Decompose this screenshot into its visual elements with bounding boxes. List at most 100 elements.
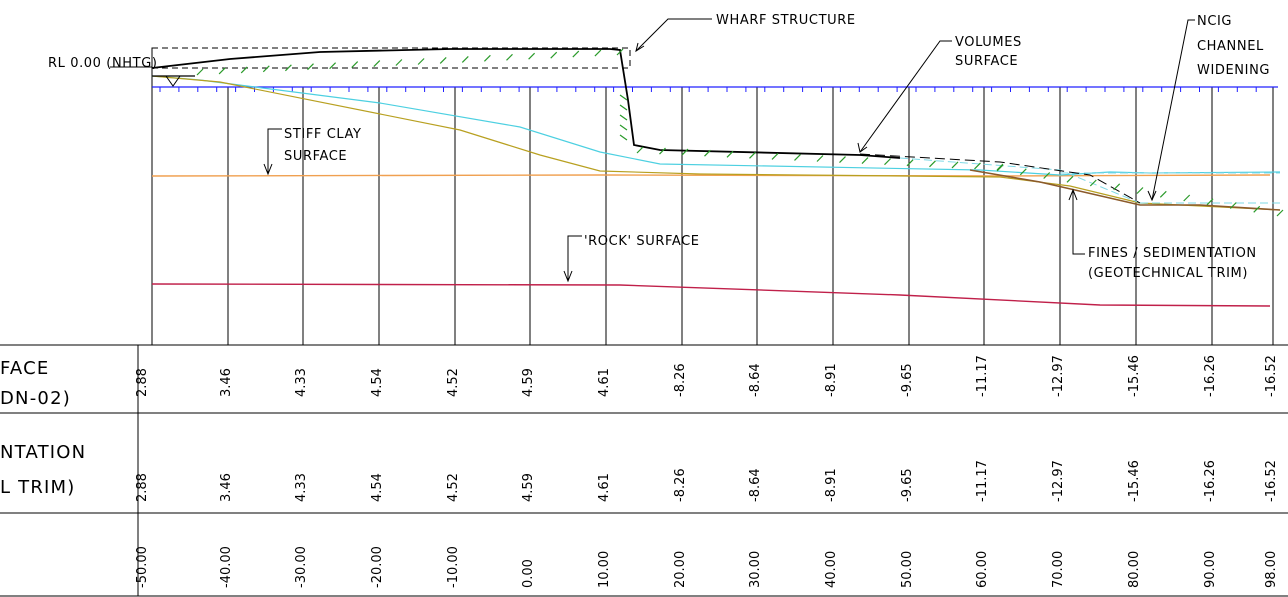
chainage-value: -10.00 <box>446 546 461 588</box>
hatch-mark <box>1276 209 1284 217</box>
hatch-mark <box>1136 187 1144 194</box>
hatch-mark <box>240 66 248 74</box>
hatch-mark <box>619 114 628 121</box>
hatch-mark <box>351 61 359 69</box>
hatch-mark <box>262 65 270 73</box>
chainage-value: 50.00 <box>900 551 915 588</box>
hatch-mark <box>461 55 469 63</box>
hatch-mark <box>929 160 936 168</box>
hatch-mark <box>1206 198 1214 206</box>
hatch-mark <box>1253 205 1261 213</box>
sedimentation-level-value: 4.52 <box>446 473 461 502</box>
hatch-mark <box>749 151 756 159</box>
hatch-mark <box>284 64 292 72</box>
hatch-mark <box>884 158 891 166</box>
chainage-value: -20.00 <box>370 546 385 588</box>
chainage-value: 60.00 <box>975 551 990 588</box>
hatch-mark <box>974 162 981 170</box>
volumes-surface-label-1: VOLUMES <box>955 35 1022 50</box>
hatch-mark <box>1019 168 1027 176</box>
surface-level-value: 4.54 <box>370 368 385 397</box>
hatch-mark <box>594 49 602 57</box>
hatch-mark <box>619 124 628 131</box>
water-level-symbol <box>165 75 181 87</box>
chainage-value: 20.00 <box>673 551 688 588</box>
surface-level-value: 4.61 <box>597 368 612 397</box>
olive-surface-line <box>151 75 1281 211</box>
surface-level-value: 4.52 <box>446 368 461 397</box>
hatch-mark <box>726 150 734 158</box>
hatch-mark <box>196 68 204 76</box>
hatch-mark <box>373 60 381 68</box>
hatch-mark <box>439 56 447 64</box>
sedimentation-level-value: -8.64 <box>748 468 763 502</box>
hatch-mark <box>616 48 624 56</box>
chainage-value: 70.00 <box>1051 551 1066 588</box>
ncig-label-2: CHANNEL <box>1197 39 1264 54</box>
wharf-structure-label: WHARF STRUCTURE <box>716 13 856 28</box>
chainage-value: 10.00 <box>597 551 612 588</box>
chainage-value: 30.00 <box>748 551 763 588</box>
hatch-mark <box>1089 179 1097 187</box>
row2-label-line2: L TRIM) <box>0 477 76 498</box>
hatch-mark <box>307 63 314 71</box>
volumes-surface-label-2: SURFACE <box>955 54 1018 69</box>
sedimentation-level-value: -9.65 <box>900 468 915 502</box>
hatch-mark <box>1183 194 1191 202</box>
sedimentation-level-value: 3.46 <box>219 473 234 502</box>
surface-level-value: 4.33 <box>294 368 309 397</box>
surface-level-value: -8.26 <box>673 363 688 397</box>
sedimentation-level-value: 4.61 <box>597 473 612 502</box>
fines-label-1: FINES / SEDIMENTATION <box>1088 246 1257 261</box>
hatch-mark <box>506 53 513 61</box>
chainage-value: 90.00 <box>1203 551 1218 588</box>
surface-level-value: -8.64 <box>748 363 763 397</box>
data-table-grid <box>0 344 1288 597</box>
hatch-mark <box>550 51 558 59</box>
hatch-mark <box>417 58 425 65</box>
hatch-mark <box>681 148 689 156</box>
hatch-mark <box>704 149 711 157</box>
hatch-mark <box>619 134 628 141</box>
hatch-mark <box>619 104 628 111</box>
surface-hatching <box>196 48 1284 217</box>
surface-level-value: 4.59 <box>521 368 536 397</box>
hatch-mark <box>996 163 1004 171</box>
chainage-value: 98.00 <box>1264 551 1279 588</box>
sedimentation-level-value: -8.91 <box>824 468 839 502</box>
hatch-mark <box>839 156 846 164</box>
sedimentation-level-value: 2.88 <box>135 473 150 502</box>
sedimentation-level-value: 4.54 <box>370 473 385 502</box>
hatch-mark <box>659 147 666 155</box>
ncig-channel-dashed-line <box>899 157 1280 204</box>
hatch-mark <box>816 155 824 162</box>
hatch-mark <box>572 50 580 58</box>
hatch-mark <box>483 54 491 62</box>
sedimentation-level-value: -15.46 <box>1127 460 1142 502</box>
design-surface-line <box>151 48 901 159</box>
hatch-mark <box>619 94 628 101</box>
hatch-mark <box>528 52 536 60</box>
hatch-mark <box>218 67 226 75</box>
hatch-mark <box>771 152 779 160</box>
surface-level-value: -15.46 <box>1127 355 1142 397</box>
annotation-leaders <box>110 18 1195 283</box>
surface-level-value: -11.17 <box>975 355 990 397</box>
chainage-value: -30.00 <box>294 546 309 588</box>
sedimentation-level-value: -16.26 <box>1203 460 1218 502</box>
stiff-clay-label-2: SURFACE <box>284 149 347 164</box>
sedimentation-level-value: 4.33 <box>294 473 309 502</box>
stiff-clay-surface-line <box>151 174 1271 177</box>
wharf-structure-outline <box>151 47 631 69</box>
surface-level-value: -9.65 <box>900 363 915 397</box>
water-level-line <box>152 86 1278 92</box>
surface-level-value: -16.52 <box>1264 355 1279 397</box>
row2-label-line1: NTATION <box>0 442 86 463</box>
sedimentation-level-value: -11.17 <box>975 460 990 502</box>
hatch-mark <box>951 161 959 169</box>
surface-level-value: -8.91 <box>824 363 839 397</box>
surface-level-value: -16.26 <box>1203 355 1218 397</box>
hatch-mark <box>395 59 403 66</box>
chainage-value: 0.00 <box>521 559 536 588</box>
